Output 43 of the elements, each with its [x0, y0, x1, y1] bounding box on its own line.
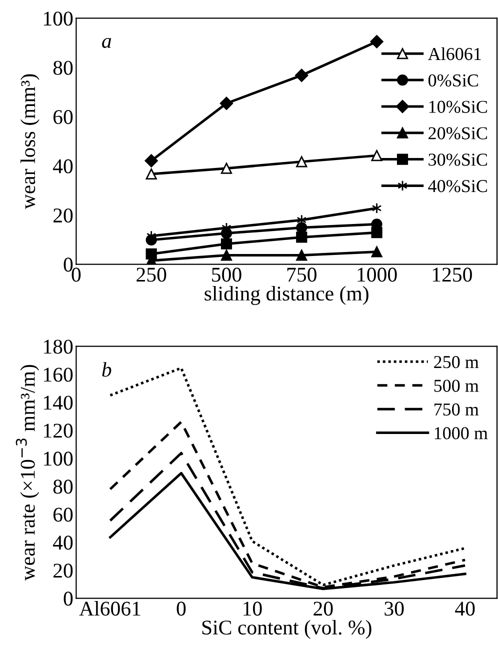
x-tick-label: 0: [176, 602, 186, 616]
x-tick-label: 10: [244, 602, 262, 616]
y-tick-label: 40: [52, 536, 73, 550]
x-tick-label: 1250: [432, 268, 472, 282]
legend-label: 750 m: [434, 403, 479, 416]
y-tick-label: 100: [44, 452, 73, 466]
legend-label: Al6061: [428, 47, 481, 60]
y-tick-label: 0: [64, 592, 73, 606]
y-tick-label: 40: [52, 159, 73, 174]
y-tick-label: 60: [53, 110, 73, 124]
y-tick-label: 80: [53, 480, 73, 494]
legend-label: 500 m: [434, 380, 479, 392]
y-axis-title: wear loss (mm³): [20, 74, 40, 210]
x-tick-label: 500: [212, 268, 242, 282]
x-tick-label: 1000: [358, 268, 397, 282]
legend-label: 10%SiC: [429, 100, 487, 114]
legend-label: 20%SiC: [428, 127, 487, 140]
y-tick-label: 120: [44, 424, 73, 438]
legend-label: 30%SiC: [428, 154, 487, 166]
x-tick-label: Al6061: [79, 601, 140, 616]
y-tick-label: 100: [44, 12, 73, 26]
legend-label: 40%SiC: [428, 180, 487, 192]
x-tick-label: 750: [287, 268, 316, 282]
y-tick-label: 0: [64, 258, 73, 272]
legend-label: 0%SiC: [428, 74, 478, 87]
x-axis-title: sliding distance (m): [204, 286, 368, 305]
y-tick-label: 20: [54, 564, 73, 578]
legend-label: 250 m: [434, 356, 479, 368]
x-tick-label: 40: [455, 602, 475, 616]
y-tick-label: 180: [44, 340, 73, 354]
legend-label: 1000 m: [434, 427, 488, 440]
annotation: a: [102, 38, 112, 48]
x-tick-label: 30: [384, 602, 404, 616]
y-tick-label: 160: [44, 368, 73, 382]
x-tick-label: 20: [314, 602, 333, 616]
y-tick-label: 60: [53, 508, 73, 522]
x-tick-label: 250: [136, 268, 166, 282]
y-axis-title: wear rate (×10$^{−3}$ mm³/m): [16, 364, 40, 581]
y-tick-label: 80: [53, 60, 73, 75]
y-tick-label: 140: [44, 396, 73, 410]
x-axis-title: SiC content (vol. %): [202, 620, 372, 639]
annotation: b: [102, 362, 112, 377]
y-tick-label: 20: [54, 208, 73, 223]
